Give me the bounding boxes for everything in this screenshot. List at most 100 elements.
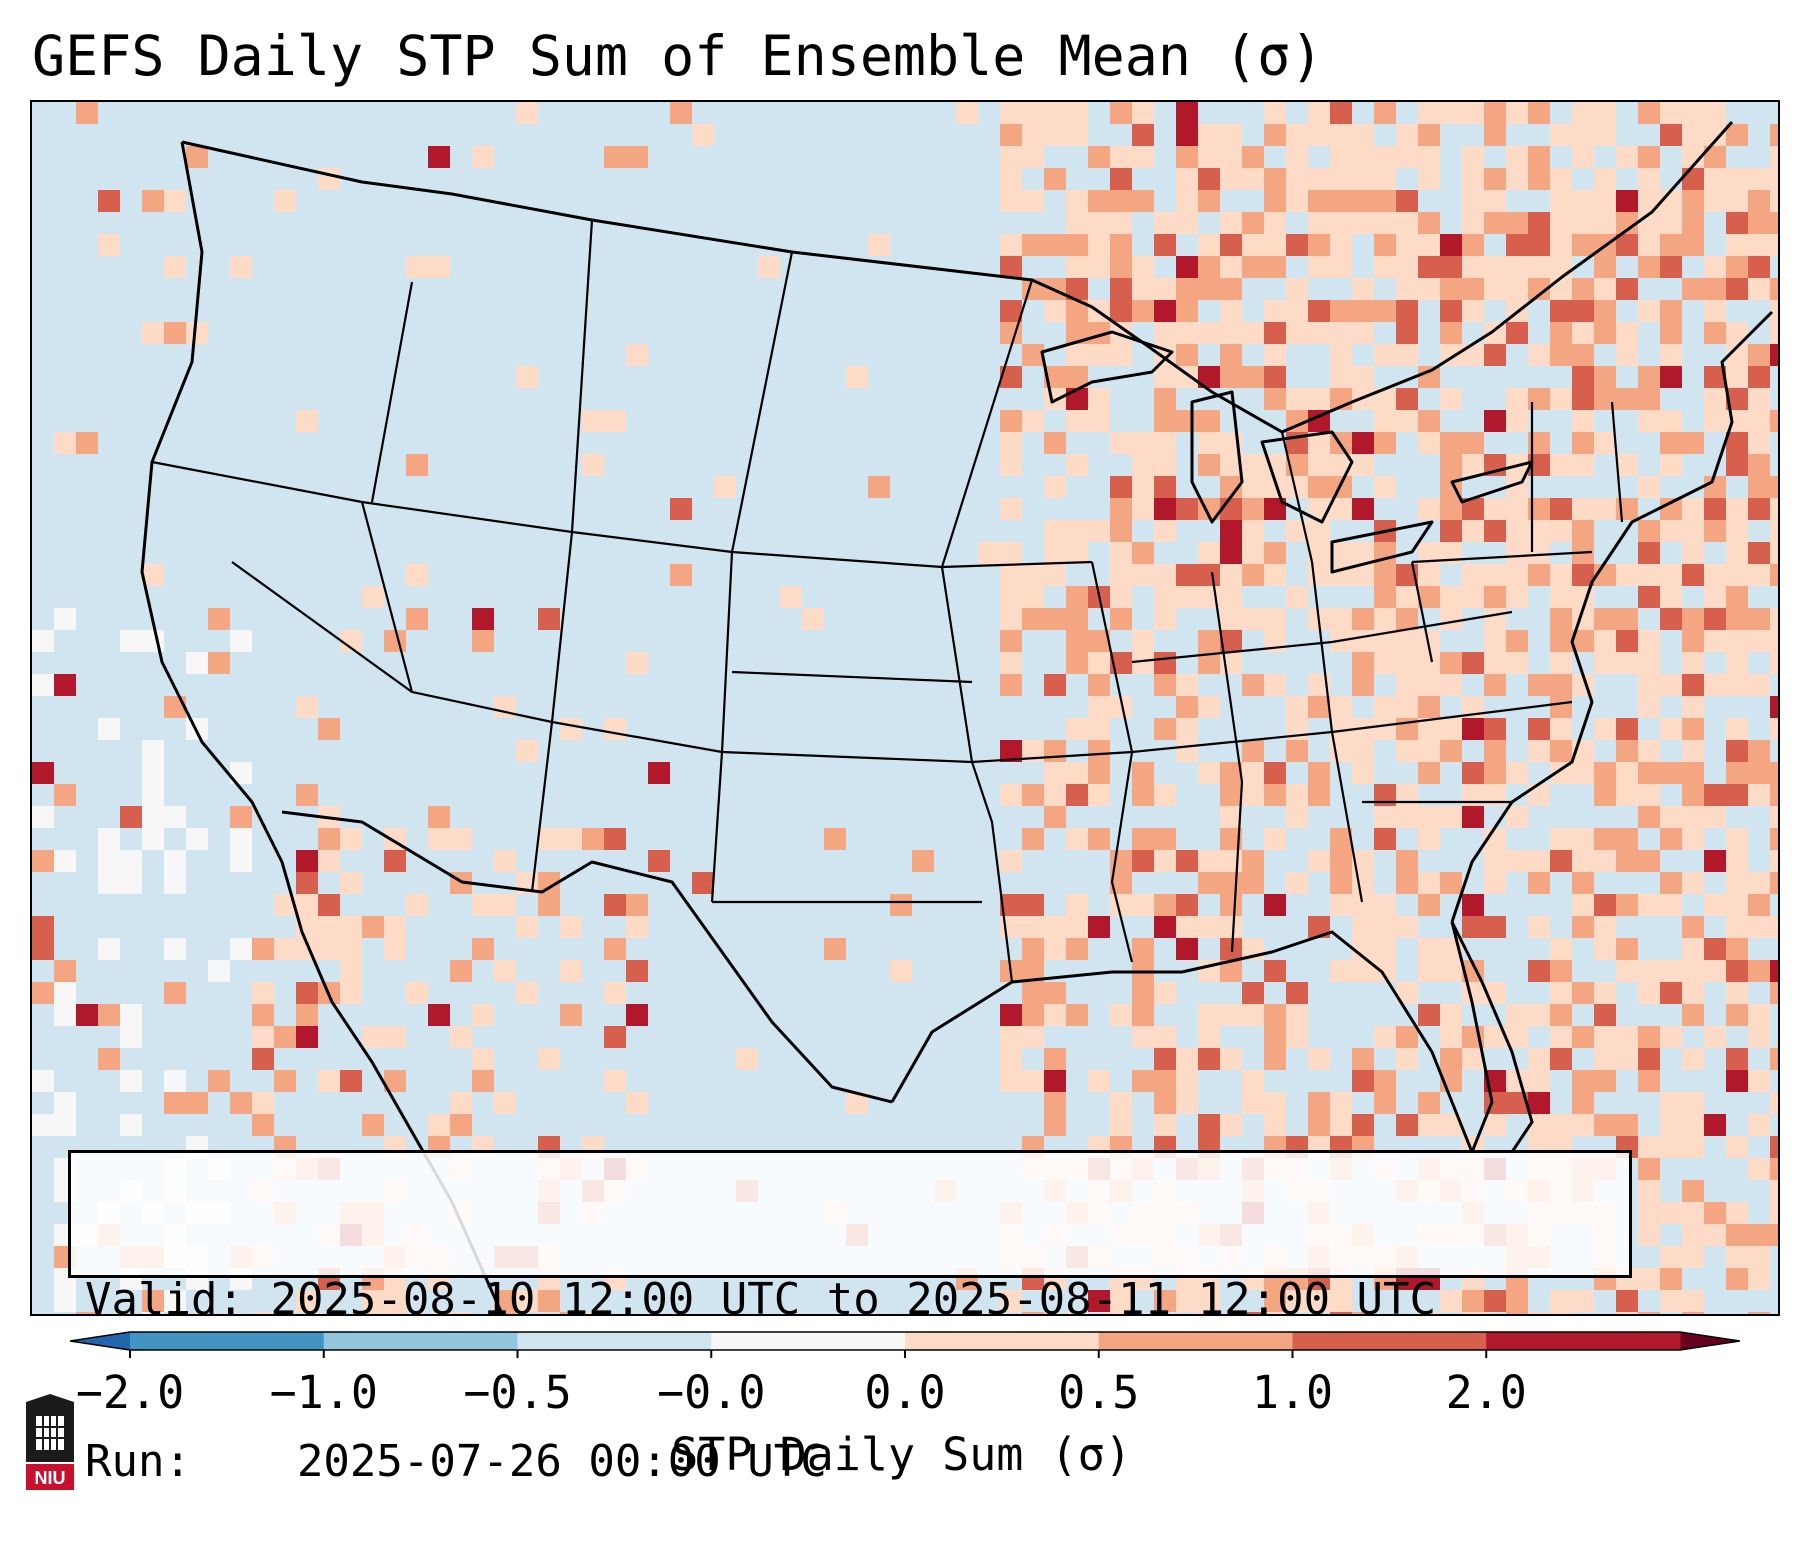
field-cell: [1440, 652, 1462, 674]
field-cell: [1110, 894, 1132, 916]
field-cell: [1616, 608, 1638, 630]
field-cell: [1682, 696, 1704, 718]
field-cell: [340, 982, 362, 1004]
field-cell: [1638, 762, 1660, 784]
field-cell: [1638, 894, 1660, 916]
field-cell: [1660, 1136, 1682, 1158]
field-cell: [1418, 960, 1440, 982]
field-cell: [472, 938, 494, 960]
field-cell: [1286, 190, 1308, 212]
field-cell: [1726, 674, 1748, 696]
field-cell: [1704, 322, 1726, 344]
field-cell: [1682, 1224, 1704, 1246]
field-cell: [1748, 1026, 1770, 1048]
field-cell: [1726, 322, 1748, 344]
field-cell: [1572, 212, 1594, 234]
field-cell: [1660, 718, 1682, 740]
field-cell: [1066, 300, 1088, 322]
field-cell: [1374, 168, 1396, 190]
field-cell: [1088, 190, 1110, 212]
field-cell: [1572, 190, 1594, 212]
field-cell: [1308, 300, 1330, 322]
colorbar-segment: [130, 1332, 325, 1350]
field-cell: [1572, 630, 1594, 652]
field-cell: [1000, 300, 1022, 322]
field-cell: [1154, 388, 1176, 410]
field-cell: [1264, 564, 1286, 586]
field-cell: [1220, 146, 1242, 168]
field-cell: [1572, 1290, 1594, 1312]
field-cell: [1396, 256, 1418, 278]
field-cell: [1066, 784, 1088, 806]
field-cell: [1066, 894, 1088, 916]
colorbar-segment: [323, 1332, 518, 1350]
field-cell: [1066, 124, 1088, 146]
field-cell: [1198, 278, 1220, 300]
field-cell: [1704, 938, 1726, 960]
field-cell: [428, 806, 450, 828]
field-cell: [1308, 564, 1330, 586]
field-cell: [1660, 520, 1682, 542]
colorbar-label: STP Daily Sum (σ): [671, 1428, 1132, 1481]
field-cell: [1528, 454, 1550, 476]
field-cell: [1440, 256, 1462, 278]
field-cell: [1638, 146, 1660, 168]
field-cell: [1748, 454, 1770, 476]
field-cell: [1660, 1026, 1682, 1048]
field-cell: [1220, 1004, 1242, 1026]
field-cell: [340, 938, 362, 960]
field-cell: [1154, 674, 1176, 696]
field-cell: [1528, 168, 1550, 190]
field-cell: [1440, 498, 1462, 520]
field-cell: [1044, 520, 1066, 542]
field-cell: [1704, 564, 1726, 586]
field-cell: [1770, 1224, 1778, 1246]
field-cell: [1242, 674, 1264, 696]
field-cell: [1220, 894, 1242, 916]
field-cell: [1638, 256, 1660, 278]
field-cell: [1132, 982, 1154, 1004]
field-cell: [1330, 872, 1352, 894]
field-cell: [1638, 1070, 1660, 1092]
field-cell: [1462, 916, 1484, 938]
field-cell: [1374, 960, 1396, 982]
field-cell: [450, 1026, 472, 1048]
field-cell: [1176, 212, 1198, 234]
field-cell: [1770, 344, 1778, 366]
field-cell: [1396, 124, 1418, 146]
field-cell: [1154, 784, 1176, 806]
field-cell: [1396, 388, 1418, 410]
colorbar-segment: [1098, 1332, 1293, 1350]
field-cell: [1440, 388, 1462, 410]
field-cell: [1638, 1224, 1660, 1246]
field-cell: [1506, 542, 1528, 564]
field-cell: [1726, 124, 1748, 146]
field-cell: [1154, 894, 1176, 916]
field-cell: [1308, 432, 1330, 454]
field-cell: [1682, 498, 1704, 520]
field-cell: [340, 872, 362, 894]
field-cell: [1726, 498, 1748, 520]
field-cell: [274, 938, 296, 960]
field-cell: [1066, 718, 1088, 740]
field-cell: [1748, 498, 1770, 520]
field-cell: [1154, 982, 1176, 1004]
field-cell: [340, 630, 362, 652]
field-cell: [1396, 234, 1418, 256]
field-cell: [1638, 1136, 1660, 1158]
field-cell: [1638, 1180, 1660, 1202]
field-cell: [604, 894, 626, 916]
field-cell: [1022, 938, 1044, 960]
field-cell: [626, 960, 648, 982]
field-cell: [1506, 278, 1528, 300]
field-cell: [626, 344, 648, 366]
field-cell: [1616, 1026, 1638, 1048]
field-cell: [1066, 190, 1088, 212]
field-cell: [604, 1070, 626, 1092]
field-cell: [1264, 234, 1286, 256]
field-cell: [1198, 652, 1220, 674]
field-cell: [76, 432, 98, 454]
field-cell: [1132, 256, 1154, 278]
field-cell: [1770, 498, 1778, 520]
field-cell: [1154, 300, 1176, 322]
